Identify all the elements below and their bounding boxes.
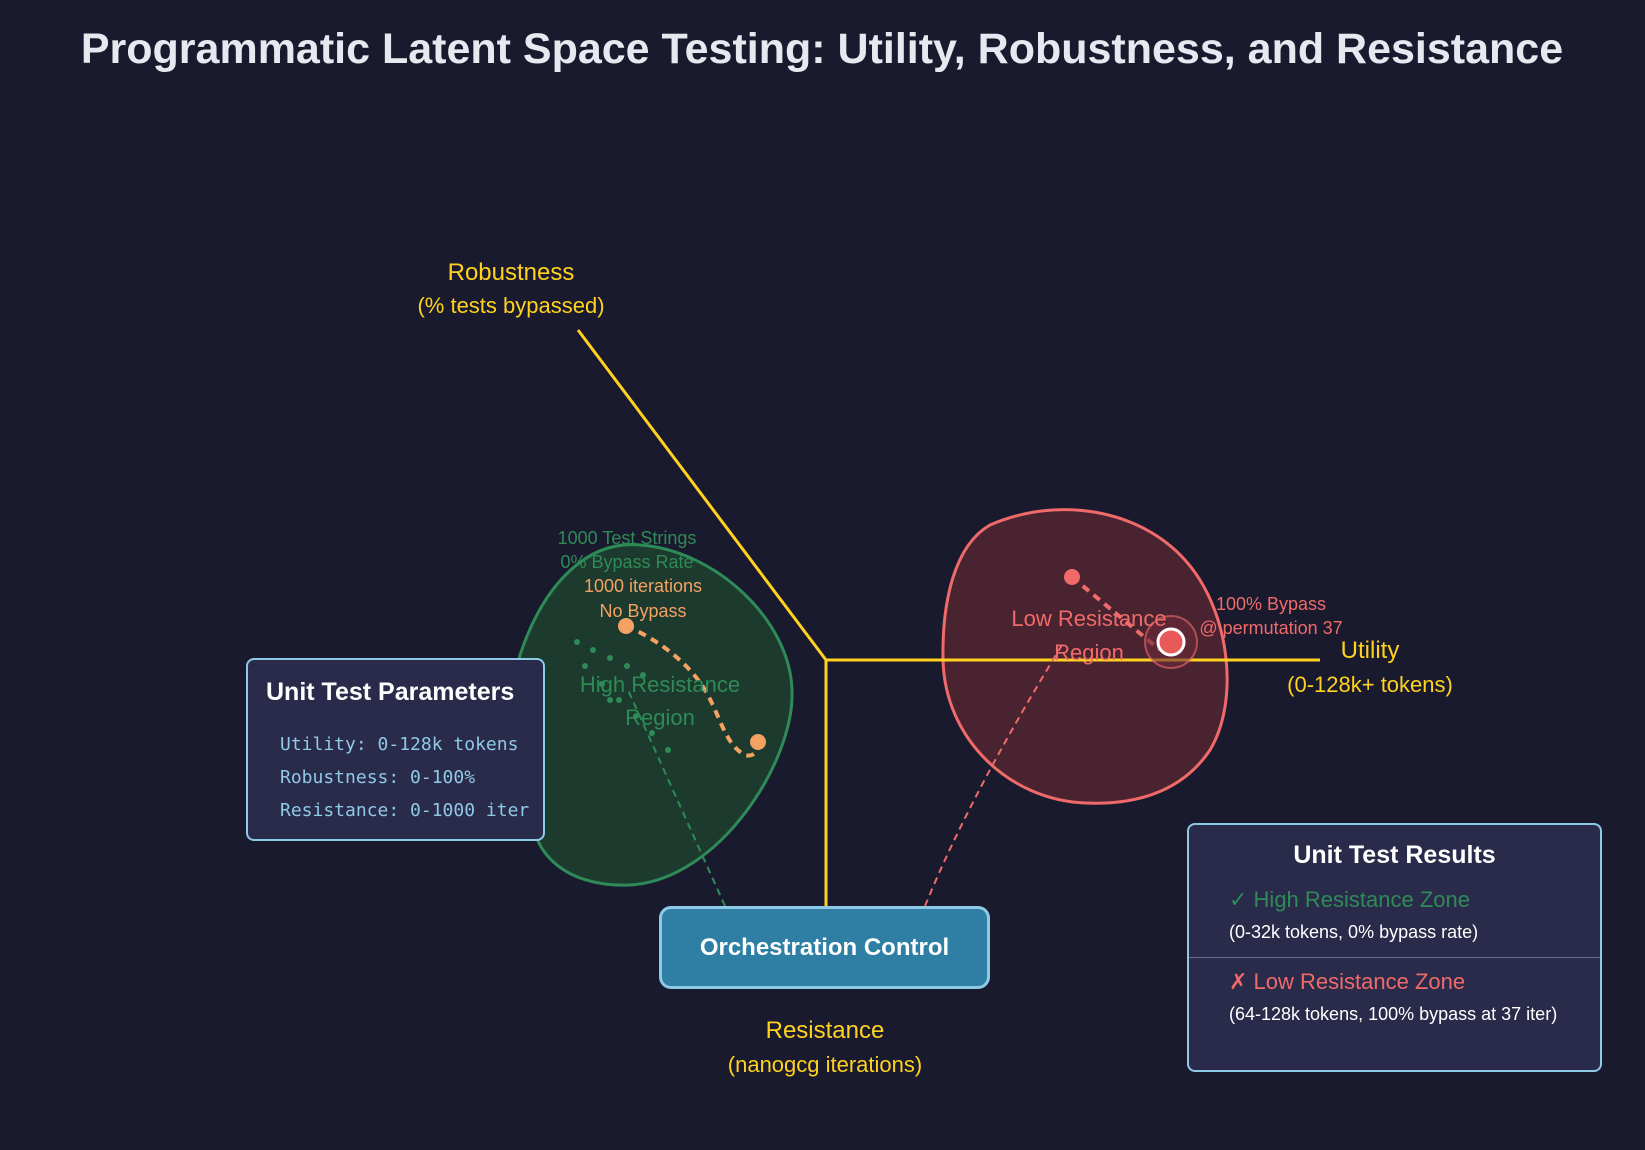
test-point <box>590 647 596 653</box>
results-high-detail: (0-32k tokens, 0% bypass rate) <box>1229 922 1479 942</box>
robustness-axis <box>576 329 828 661</box>
test-point <box>582 663 588 669</box>
results-title: Unit Test Results <box>1293 841 1496 869</box>
test-point <box>607 697 613 703</box>
results-high-zone: ✓ High Resistance Zone <box>1229 887 1470 912</box>
test-point <box>633 713 639 719</box>
utility-axis-sublabel: (0-128k+ tokens) <box>1287 672 1453 697</box>
iteration-note-1: 1000 iterations <box>584 576 702 596</box>
test-point <box>665 747 671 753</box>
test-point <box>599 681 605 687</box>
low-orchestration-link <box>924 644 1063 907</box>
results-low-detail: (64-128k tokens, 100% bypass at 37 iter) <box>1229 1004 1558 1024</box>
bypass-start-point <box>1064 569 1080 585</box>
utility-axis-label: Utility <box>1341 637 1400 664</box>
test-point <box>624 663 630 669</box>
results-panel: Unit Test Results ✓ High Resistance Zone… <box>1187 823 1602 1072</box>
low-region-note-2: @ permutation 37 <box>1199 618 1342 638</box>
robustness-axis-label: Robustness <box>448 259 575 286</box>
test-point <box>649 730 655 736</box>
parameter-robustness: Robustness: 0-100% <box>280 767 476 788</box>
low-resistance-region <box>941 508 1229 805</box>
bypass-trajectory <box>1070 575 1162 652</box>
low-region-label-2: Region <box>1054 640 1124 665</box>
high-region-label-2: Region <box>625 705 695 730</box>
trajectory-start-point <box>618 618 634 634</box>
parameter-utility: Utility: 0-128k tokens <box>280 734 519 755</box>
resistance-axis-label: Resistance <box>766 1017 885 1044</box>
high-region-note-1: 1000 Test Strings <box>558 528 697 548</box>
parameters-title: Unit Test Parameters <box>266 678 515 706</box>
bypass-point <box>1156 627 1186 657</box>
low-region-label-1: Low Resistance <box>1011 606 1166 631</box>
results-divider <box>1189 957 1600 958</box>
parameter-resistance: Resistance: 0-1000 iter <box>280 800 530 821</box>
low-region-note-1: 100% Bypass <box>1216 594 1326 614</box>
page-title: Programmatic Latent Space Testing: Utili… <box>81 25 1563 73</box>
iteration-note-2: No Bypass <box>599 601 686 621</box>
high-region-label-1: High Resistance <box>580 672 740 697</box>
high-region-test-points <box>574 639 671 753</box>
test-point <box>574 639 580 645</box>
high-region-note-2: 0% Bypass Rate <box>560 552 693 572</box>
orchestration-control-button[interactable]: Orchestration Control <box>659 906 990 989</box>
parameters-panel: Unit Test Parameters Utility: 0-128k tok… <box>246 658 545 841</box>
robustness-axis-sublabel: (% tests bypassed) <box>417 293 604 318</box>
test-point <box>640 672 646 678</box>
test-point <box>616 697 622 703</box>
results-low-zone: ✗ Low Resistance Zone <box>1229 969 1466 994</box>
iteration-trajectory <box>625 624 761 758</box>
resistance-axis-sublabel: (nanogcg iterations) <box>728 1052 922 1077</box>
test-point <box>607 655 613 661</box>
high-orchestration-link <box>627 689 726 907</box>
trajectory-end-point <box>750 734 766 750</box>
